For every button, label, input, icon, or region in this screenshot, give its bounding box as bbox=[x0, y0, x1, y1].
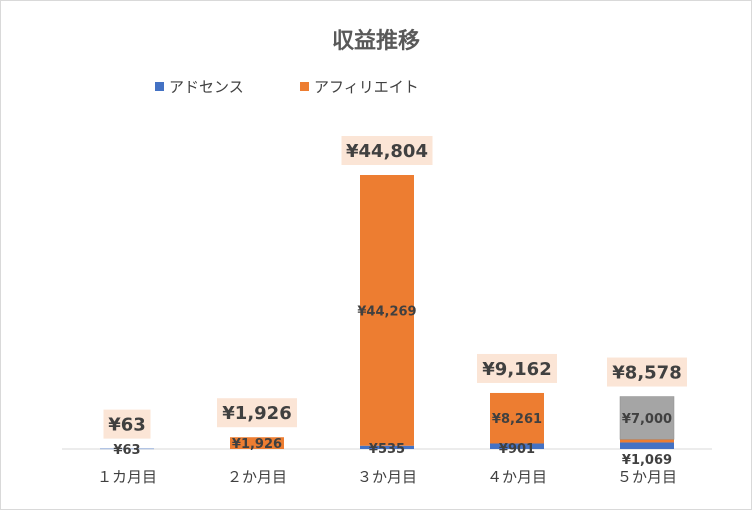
bars-group bbox=[100, 175, 675, 450]
bar-segment-1-2 bbox=[360, 175, 414, 446]
chart-title: 収益推移 bbox=[332, 28, 420, 54]
legend-label-0: アドセンス bbox=[169, 78, 244, 96]
x-tick-label-2: ３か月目 bbox=[357, 468, 417, 486]
data-label-1-3: ¥8,261 bbox=[492, 412, 542, 427]
x-tick-label-3: ４か月目 bbox=[487, 468, 547, 486]
bar-segment-0-2 bbox=[360, 445, 414, 449]
total-label-0: ¥63 bbox=[108, 415, 146, 436]
legend-label-1: アフィリエイト bbox=[314, 78, 419, 96]
data-label-0-4: ¥1,069 bbox=[622, 453, 672, 468]
data-label-0-0: ¥63 bbox=[113, 443, 140, 458]
data-label-0-3: ¥901 bbox=[499, 442, 535, 457]
total-label-4: ¥8,578 bbox=[612, 363, 681, 384]
data-label-1-2: ¥44,269 bbox=[357, 304, 416, 319]
bar-segment-0-4 bbox=[620, 442, 674, 449]
total-label-3: ¥9,162 bbox=[482, 359, 551, 380]
data-label-2-4: ¥7,000 bbox=[622, 412, 672, 427]
bar-segment-0-3 bbox=[490, 443, 544, 449]
legend: アドセンス アフィリエイト bbox=[155, 78, 419, 96]
labels-group: ¥63 ¥63 ¥1,926 ¥1,926 ¥535 ¥44,269 ¥44,804 ¥901… bbox=[103, 136, 687, 468]
total-label-box-4 bbox=[607, 357, 687, 387]
x-tick-label-4: ５か月目 bbox=[617, 468, 677, 486]
total-label-box-0 bbox=[103, 409, 151, 439]
total-label-box-1 bbox=[217, 398, 297, 428]
total-label-box-3 bbox=[477, 353, 557, 383]
bar-segment-1-1 bbox=[230, 437, 284, 449]
bar-segment-0-0 bbox=[100, 448, 154, 450]
legend-swatch-0 bbox=[155, 82, 164, 91]
bar-segment-1-4 bbox=[620, 439, 674, 443]
x-tick-label-0: １カ月目 bbox=[97, 468, 157, 486]
total-label-box-2 bbox=[341, 136, 433, 165]
x-tick-labels: １カ月目 ２か月目 ３か月目 ４か月目 ５か月目 bbox=[97, 468, 677, 486]
total-label-1: ¥1,926 bbox=[222, 403, 291, 424]
total-label-2: ¥44,804 bbox=[346, 141, 428, 162]
data-label-1-1: ¥1,926 bbox=[232, 437, 282, 452]
bar-segment-2-4 bbox=[619, 396, 675, 440]
x-tick-label-1: ２か月目 bbox=[227, 468, 287, 486]
data-label-0-2: ¥535 bbox=[369, 442, 405, 457]
bar-segment-1-3 bbox=[490, 392, 544, 444]
legend-swatch-1 bbox=[300, 82, 309, 91]
